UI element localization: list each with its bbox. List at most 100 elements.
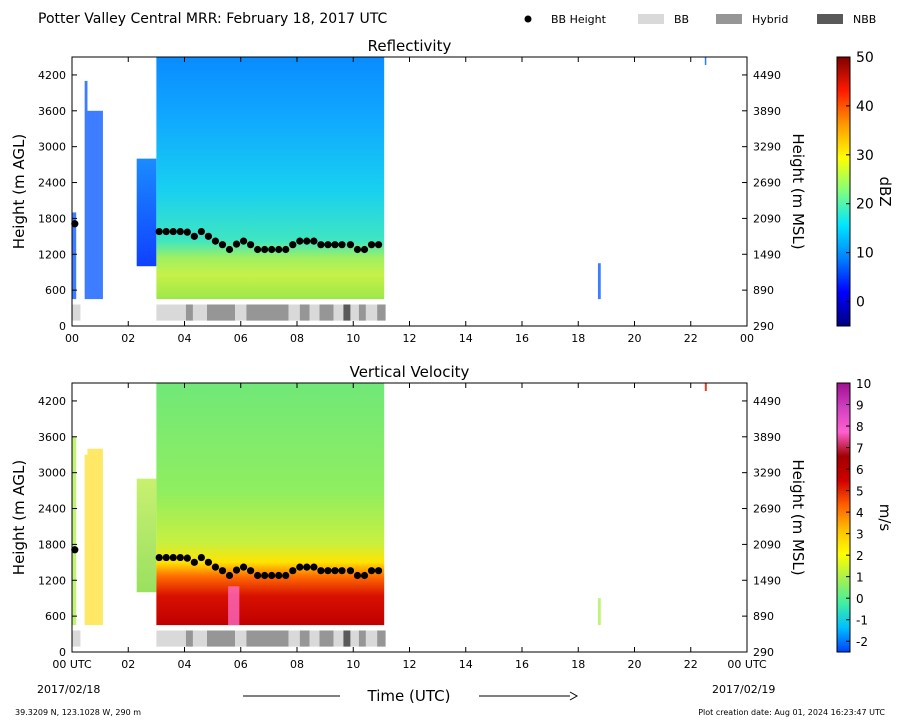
bb-height-point (338, 241, 346, 249)
bb-height-point (246, 567, 255, 575)
bb-height-point (275, 571, 283, 580)
colorbar-tick-label: 3 (856, 528, 864, 542)
colorbar-tick-label: -1 (856, 614, 868, 628)
bb-type-segment (358, 630, 366, 647)
x-tick-label: 22 (684, 332, 698, 345)
bb-type-segment (319, 630, 334, 647)
legend-swatch (716, 14, 742, 24)
x-tick-label: 20 (628, 332, 642, 345)
bb-type-segment (156, 304, 186, 321)
bb-height-point (254, 571, 262, 580)
y-axis-label: Height (m AGL) (10, 134, 28, 249)
legend-swatch (817, 14, 843, 24)
y-right-tick-label: 2690 (753, 177, 781, 190)
colorbar-tick-label: 0 (856, 592, 864, 606)
colorbar-tick-label: 10 (856, 246, 874, 262)
bb-height-point (289, 241, 297, 249)
x-tick-label: 08 (290, 332, 304, 345)
data-field-segment (156, 383, 385, 626)
colorbar-tick-label: 40 (856, 99, 874, 115)
y-right-tick-label: 890 (753, 284, 774, 297)
data-field-segment (87, 448, 103, 626)
bb-type-segment (235, 630, 247, 647)
colorbar-tick-label: 9 (856, 399, 864, 413)
bb-height-point (353, 571, 362, 580)
bb-type-segment (192, 304, 207, 321)
bb-height-point (176, 553, 184, 562)
bb-height-point (225, 571, 234, 580)
x-tick-label: 16 (515, 332, 529, 345)
bb-height-point (317, 567, 325, 575)
colorbar-tick-label: 6 (856, 463, 864, 477)
panel-title: Reflectivity (368, 37, 452, 55)
high-velocity-core (228, 586, 240, 626)
bb-height-point (197, 227, 205, 236)
colorbar-label: m/s (876, 504, 894, 532)
x-tick-label: 10 (346, 332, 360, 345)
bb-height-point (176, 227, 184, 236)
bb-height-point (232, 240, 241, 248)
colorbar-tick-label: -2 (856, 635, 868, 649)
bb-type-segment (319, 304, 334, 321)
x-tick-label: 14 (459, 658, 473, 671)
bb-height-point (317, 241, 325, 249)
bb-height-point (261, 245, 269, 254)
y-axis-label: Height (m AGL) (10, 460, 28, 575)
colorbar-tick-label: 2 (856, 549, 864, 563)
x-tick-label: 12 (403, 332, 417, 345)
y-tick-label: 4200 (38, 395, 66, 408)
legend-label: BB Height (551, 13, 607, 26)
bb-height-point (289, 567, 297, 575)
y-tick-label: 0 (59, 320, 66, 333)
time-arrow-head-icon (569, 691, 579, 701)
x-tick-label: 14 (459, 332, 473, 345)
data-field-segment (136, 158, 157, 267)
data-field-segment (597, 598, 601, 626)
data-field-segment (156, 57, 385, 300)
bb-height-point (310, 237, 318, 245)
y-right-tick-label: 3890 (753, 105, 781, 118)
data-field-segment (87, 110, 103, 300)
colorbar-tick-label: 30 (856, 148, 874, 164)
x-tick-label: 16 (515, 658, 529, 671)
bb-height-point (268, 245, 276, 254)
x-tick-label: 18 (571, 658, 585, 671)
y-tick-label: 0 (59, 646, 66, 659)
legend-label: BB (674, 13, 689, 26)
bb-height-point (374, 567, 383, 575)
location-label: 39.3209 N, 123.1028 W, 290 m (15, 708, 141, 717)
bb-height-point (360, 571, 369, 580)
colorbar-tick-label: 1 (856, 571, 864, 585)
y-tick-label: 1200 (38, 574, 66, 587)
bb-height-point (282, 245, 290, 254)
x-tick-label: 22 (684, 658, 698, 671)
x-tick-label: 04 (178, 332, 192, 345)
y-right-tick-label: 2090 (753, 212, 781, 225)
bb-type-segment (299, 304, 310, 321)
bb-height-point (183, 228, 191, 236)
bb-type-segment (207, 304, 236, 321)
y-tick-label: 600 (45, 284, 66, 297)
creation-date-label: Plot creation date: Aug 01, 2024 16:23:4… (698, 708, 885, 717)
colorbar-tick-label: 0 (856, 295, 865, 311)
legend-swatch (638, 14, 664, 24)
bb-type-segment (309, 304, 320, 321)
x-tick-label: 06 (234, 332, 248, 345)
bb-height-point (183, 554, 191, 562)
bb-type-segment (333, 630, 344, 647)
colorbar-tick-label: 5 (856, 485, 864, 499)
bb-height-point (254, 245, 262, 254)
bb-height-point (246, 241, 255, 249)
y-right-tick-label: 4490 (753, 395, 781, 408)
y-right-tick-label: 1490 (753, 248, 781, 261)
bb-height-point (275, 245, 283, 254)
x-tick-label: 00 (740, 332, 754, 345)
bb-height-point (338, 567, 346, 575)
legend-label: NBB (853, 13, 876, 26)
x-tick-label: 02 (121, 658, 135, 671)
bb-height-point (169, 553, 177, 562)
bb-height-point (218, 567, 227, 575)
bb-height-point (346, 567, 355, 575)
bb-height-point (225, 245, 234, 254)
bb-type-segment (333, 304, 344, 321)
